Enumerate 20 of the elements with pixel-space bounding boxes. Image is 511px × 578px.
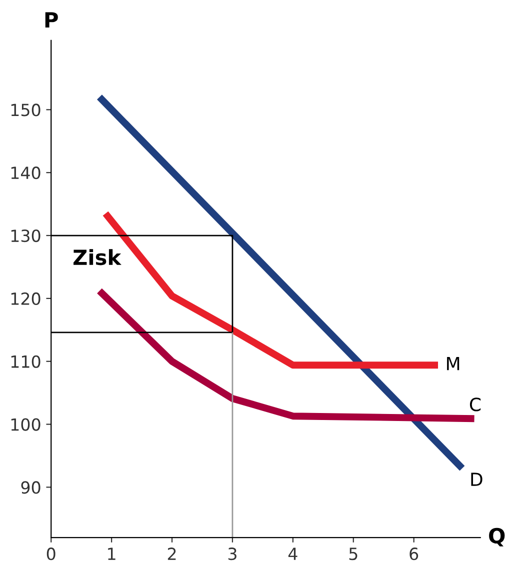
x-tick-label: 3: [228, 548, 236, 560]
y-tick-label: 90: [21, 481, 40, 494]
y-tick-label: 110: [11, 355, 40, 368]
y-axis-title: P: [45, 12, 58, 28]
series-label: D: [471, 472, 482, 486]
y-tick-label: 100: [11, 418, 40, 431]
y-tick-label: 150: [11, 104, 40, 116]
x-tick-label: 6: [410, 548, 418, 560]
x-tick-label: 2: [168, 548, 176, 560]
y-tick-label: 130: [11, 229, 40, 242]
x-tick-label: 0: [46, 548, 56, 560]
y-tick-label: 140: [11, 166, 40, 180]
x-axis-title: Q: [489, 528, 505, 546]
y-tick-label: 120: [11, 292, 40, 306]
x-tick-label: 5: [349, 548, 358, 560]
series-label: M: [447, 356, 460, 370]
x-tick-label: 4: [288, 548, 298, 560]
series-label: C: [470, 398, 481, 412]
x-tick-label: 1: [108, 548, 116, 560]
annotation: Zisk: [74, 249, 122, 266]
